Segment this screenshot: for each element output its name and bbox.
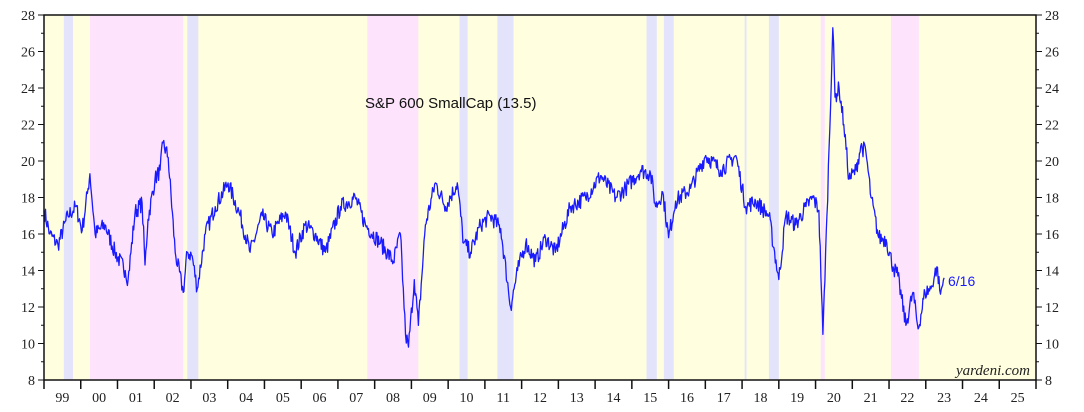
y-tick-label-left: 28 [21,9,35,24]
x-tick-label: 01 [129,391,143,406]
x-tick-label: 05 [276,391,290,406]
x-tick-label: 10 [460,391,474,406]
x-tick-label: 09 [423,391,437,406]
correction-band [768,15,779,380]
x-tick-label: 22 [900,391,914,406]
axes: 8 8 10 10 12 12 14 14 16 16 18 18 20 20 22 22 24 24 26 26 28… [21,9,1059,406]
y-tick-label-left: 24 [21,82,35,97]
x-tick-label: 11 [497,391,510,406]
y-tick-label-right: 10 [1045,338,1059,353]
y-tick-label-left: 10 [21,338,35,353]
y-tick-label-left: 8 [28,374,35,389]
chart-title: S&P 600 SmallCap (13.5) [365,95,536,112]
y-tick-label-left: 22 [21,119,35,134]
x-tick-label: 03 [202,391,216,406]
x-tick-label: 07 [349,391,363,406]
x-tick-label: 13 [570,391,584,406]
x-tick-label: 08 [386,391,400,406]
x-tick-label: 04 [239,391,253,406]
x-tick-label: 25 [1011,391,1025,406]
y-tick-label-right: 20 [1045,155,1059,170]
x-tick-label: 17 [717,391,731,406]
y-tick-label-right: 26 [1045,46,1059,61]
bear-band [367,15,419,380]
end-date-label: 6/16 [948,273,975,289]
y-tick-label-left: 16 [21,228,35,243]
series-line [43,27,945,348]
correction-band [459,15,468,380]
x-tick-label: 24 [974,391,988,406]
credit-watermark: yardeni.com [954,363,1030,379]
x-tick-label: 23 [937,391,951,406]
correction-band [744,15,747,380]
correction-band [646,15,657,380]
x-tick-label: 21 [864,391,878,406]
x-tick-label: 02 [166,391,180,406]
bear-band [89,15,184,380]
x-tick-label: 19 [790,391,804,406]
y-tick-label-left: 20 [21,155,35,170]
x-tick-label: 16 [680,391,694,406]
y-tick-label-right: 18 [1045,192,1059,207]
y-tick-label-right: 28 [1045,9,1059,24]
x-tick-label: 14 [606,391,620,406]
x-tick-label: 12 [533,391,547,406]
bear-band [890,15,919,380]
x-tick-label: 18 [753,391,767,406]
y-tick-label-right: 12 [1045,301,1059,316]
y-tick-label-left: 14 [21,265,35,280]
y-tick-label-right: 24 [1045,82,1059,97]
bear-band [820,15,825,380]
correction-band [497,15,514,380]
y-tick-label-left: 18 [21,192,35,207]
shaded-bands [63,15,919,380]
x-tick-label: 99 [55,391,69,406]
x-tick-label: 06 [313,391,327,406]
y-tick-label-left: 12 [21,301,35,316]
correction-band [663,15,674,380]
y-tick-label-left: 26 [21,46,35,61]
y-tick-label-right: 8 [1045,374,1052,389]
x-tick-label: 00 [92,391,106,406]
x-tick-label: 15 [643,391,657,406]
y-tick-label-right: 22 [1045,119,1059,134]
y-tick-label-right: 16 [1045,228,1059,243]
correction-band [187,15,199,380]
y-tick-label-right: 14 [1045,265,1059,280]
correction-band [63,15,74,380]
x-tick-label: 20 [827,391,841,406]
